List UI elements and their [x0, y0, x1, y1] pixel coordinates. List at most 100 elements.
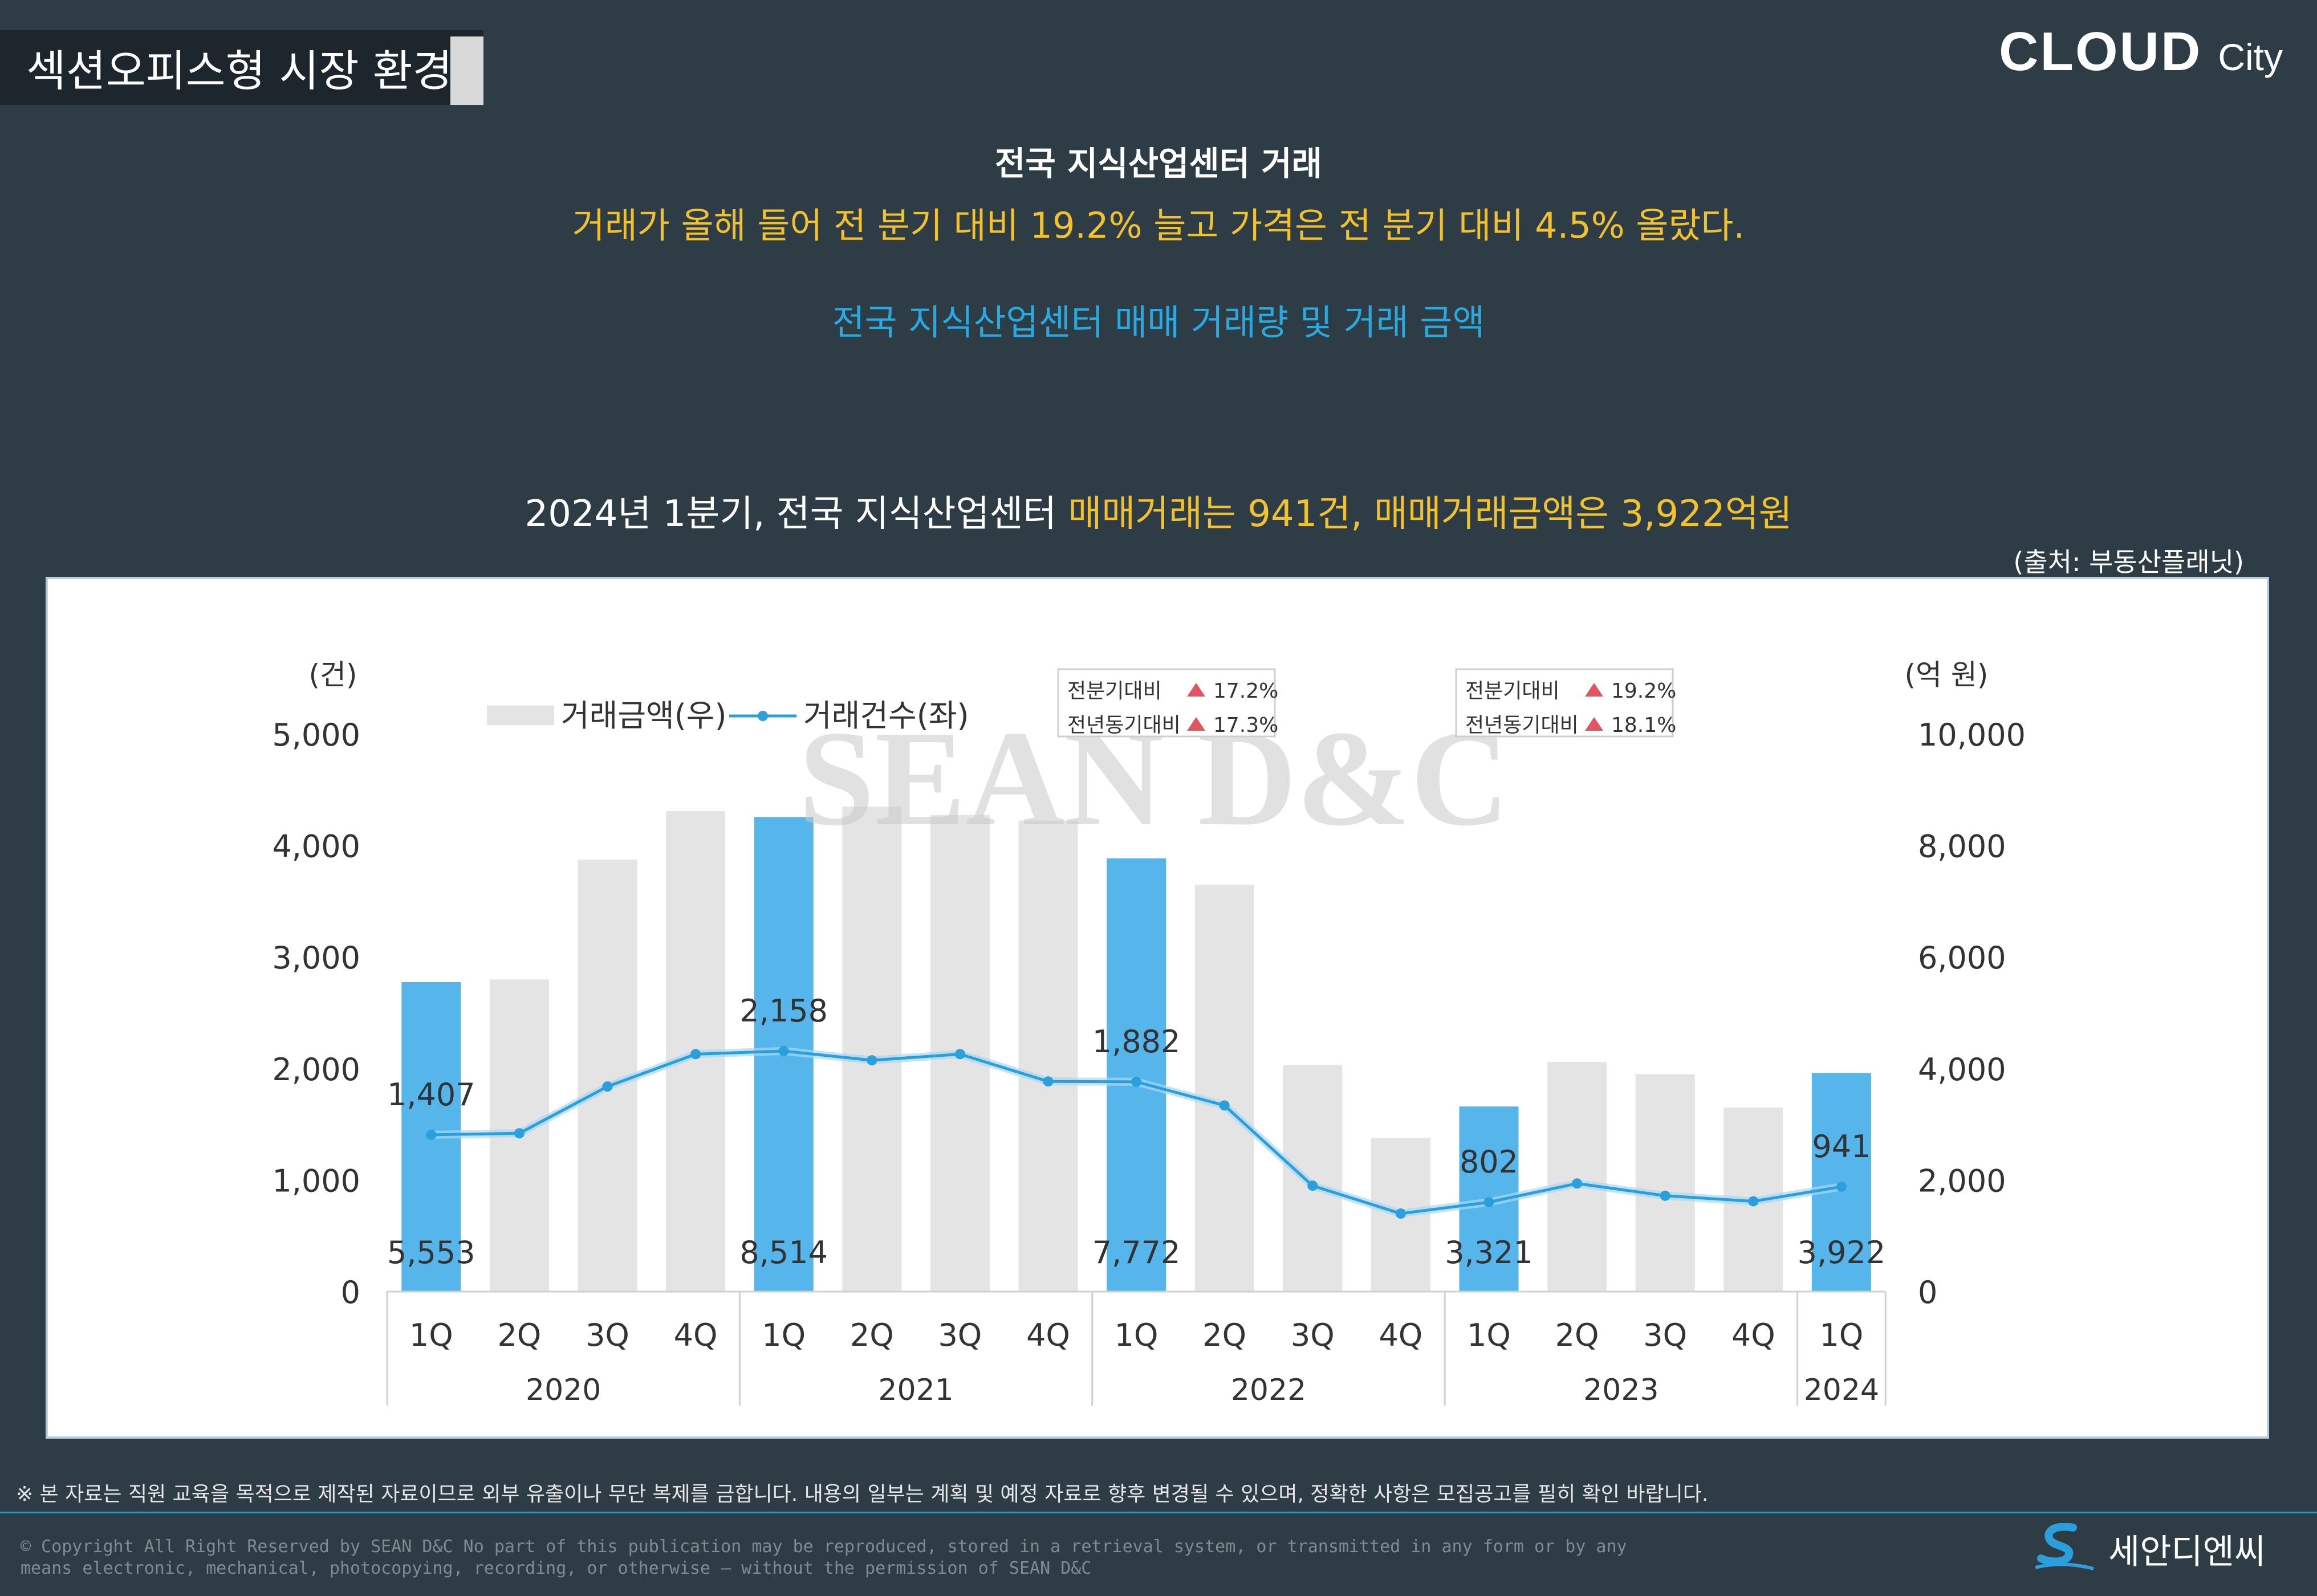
- line-point: [1483, 1197, 1494, 1208]
- line-point: [602, 1081, 613, 1092]
- combo-chart: 5,000 4,000 3,000 2,000 1,000 0 10,000 8,000 6,0…: [272, 658, 2026, 1407]
- bar-data-label: 7,772: [1092, 1235, 1181, 1271]
- callout-value: 18.1%: [1611, 714, 1676, 737]
- line-point: [514, 1128, 525, 1139]
- copyright-line-2: means electronic, mechanical, photocopyi…: [21, 1558, 1092, 1578]
- right-tick-label: 2,000: [1918, 1163, 2006, 1199]
- up-triangle-icon: [1585, 717, 1603, 731]
- category-label: 1Q: [409, 1317, 453, 1353]
- line-point: [1219, 1100, 1230, 1111]
- footer-logo: 세안디엔씨: [2033, 1523, 2266, 1574]
- category-label: 1Q: [1115, 1317, 1158, 1353]
- line-point: [1307, 1180, 1318, 1191]
- bar: [1283, 1065, 1343, 1292]
- company-logo-icon: [2035, 1523, 2094, 1570]
- line-data-label: 1,407: [387, 1077, 475, 1113]
- legend-swatch-bar: [487, 706, 554, 725]
- summary-highlight: 매매거래는 941건, 매매거래금액은 3,922억원: [1068, 493, 1792, 535]
- right-tick-label: 4,000: [1918, 1052, 2006, 1088]
- callout-label: 전년동기대비: [1465, 714, 1579, 737]
- tab-marker: [450, 36, 483, 105]
- up-triangle-icon: [1585, 683, 1603, 697]
- bar: [1547, 1062, 1607, 1292]
- brand-logo: CLOUD City: [1999, 21, 2283, 83]
- up-triangle-icon: [1187, 683, 1205, 697]
- bar-data-label: 3,321: [1445, 1235, 1533, 1271]
- bar-data-label: 8,514: [739, 1235, 828, 1271]
- callout-label: 전분기대비: [1067, 679, 1162, 703]
- category-label: 2Q: [850, 1317, 894, 1353]
- copyright-line-1: © Copyright All Right Reserved by SEAN D…: [21, 1537, 1627, 1557]
- line-point: [1748, 1196, 1759, 1207]
- disclaimer: ※ 본 자료는 직원 교육을 목적으로 제작된 자료이므로 외부 유출이나 무단…: [16, 1483, 1709, 1506]
- right-axis-unit: (억 원): [1905, 658, 1989, 691]
- brand-logo-main: CLOUD: [1999, 21, 2202, 82]
- line-point: [1836, 1181, 1847, 1192]
- callout-box: [1057, 668, 1276, 738]
- legend-marker-line: [758, 711, 768, 721]
- line-point: [778, 1045, 789, 1056]
- line-point: [1131, 1076, 1142, 1087]
- brand-logo-sub: City: [2218, 36, 2283, 78]
- left-tick-label: 1,000: [272, 1163, 360, 1199]
- legend-label-bar: 거래금액(우): [561, 698, 727, 734]
- line-data-label: 802: [1460, 1144, 1518, 1180]
- right-tick-label: 0: [1918, 1275, 1937, 1310]
- category-label: 3Q: [586, 1317, 629, 1353]
- bar: [1018, 820, 1078, 1292]
- callout-box: [1455, 668, 1674, 738]
- right-tick-label: 10,000: [1918, 717, 2026, 753]
- section-title: 섹션오피스형 시장 환경: [26, 46, 453, 96]
- category-label: 3Q: [1291, 1317, 1335, 1353]
- bar: [1635, 1074, 1695, 1292]
- callout-value: 17.3%: [1213, 714, 1278, 737]
- chart-panel: 5,000 4,000 3,000 2,000 1,000 0 10,000 8,000 6,0…: [46, 577, 2269, 1439]
- line-point: [426, 1129, 437, 1140]
- section-tab: 섹션오피스형 시장 환경: [0, 30, 483, 105]
- callout-value: 19.2%: [1611, 679, 1676, 703]
- category-label: 2Q: [497, 1317, 541, 1353]
- line-point: [1660, 1190, 1670, 1201]
- left-tick-label: 2,000: [272, 1052, 360, 1088]
- bar-highlight: [1107, 858, 1166, 1292]
- left-tick-label: 0: [341, 1275, 360, 1310]
- bar-data-label: 5,553: [387, 1235, 475, 1271]
- category-label: 1Q: [1467, 1317, 1511, 1353]
- left-tick-label: 3,000: [272, 940, 360, 976]
- left-axis-unit: (건): [308, 658, 357, 691]
- chart-heading: 전국 지식산업센터 매매 거래량 및 거래 금액: [832, 302, 1485, 343]
- callout-value: 17.2%: [1213, 679, 1278, 703]
- year-label: 2021: [878, 1373, 953, 1407]
- footer-divider: [0, 1512, 2317, 1513]
- category-label: 4Q: [674, 1317, 718, 1353]
- callout-label: 전분기대비: [1465, 679, 1560, 703]
- up-triangle-icon: [1187, 717, 1205, 731]
- category-label: 3Q: [938, 1317, 982, 1353]
- category-label: 2Q: [1555, 1317, 1599, 1353]
- line-point: [1572, 1178, 1583, 1189]
- summary-line: 2024년 1분기, 전국 지식산업센터 매매거래는 941건, 매매거래금액은…: [0, 484, 2317, 537]
- line-point: [867, 1055, 877, 1066]
- line-data-label: 1,882: [1092, 1024, 1181, 1060]
- year-label: 2023: [1583, 1373, 1659, 1407]
- summary-prefix: 2024년 1분기, 전국 지식산업센터: [525, 493, 1068, 535]
- category-label: 4Q: [1731, 1317, 1775, 1353]
- left-tick-label: 4,000: [272, 829, 360, 865]
- category-label: 2Q: [1202, 1317, 1246, 1353]
- source-note: (출처: 부동산플래닛): [2013, 547, 2244, 577]
- right-tick-label: 6,000: [1918, 940, 2006, 976]
- category-label: 1Q: [762, 1317, 806, 1353]
- legend-label-line: 거래건수(좌): [803, 698, 969, 734]
- footer-logo-text: 세안디엔씨: [2108, 1532, 2266, 1572]
- category-label: 3Q: [1643, 1317, 1687, 1353]
- category-label: 1Q: [1819, 1317, 1863, 1353]
- page-title: 전국 지식산업센터 거래: [995, 144, 1322, 183]
- line-data-label: 2,158: [739, 993, 828, 1029]
- right-tick-label: 8,000: [1918, 829, 2006, 865]
- line-point: [954, 1049, 965, 1060]
- category-label: 4Q: [1379, 1317, 1422, 1353]
- page-subtitle: 거래가 올해 들어 전 분기 대비 19.2% 늘고 가격은 전 분기 대비 4…: [572, 205, 1745, 246]
- year-label: 2020: [526, 1373, 601, 1407]
- category-label: 4Q: [1026, 1317, 1070, 1353]
- bar-data-label: 3,922: [1798, 1235, 1886, 1271]
